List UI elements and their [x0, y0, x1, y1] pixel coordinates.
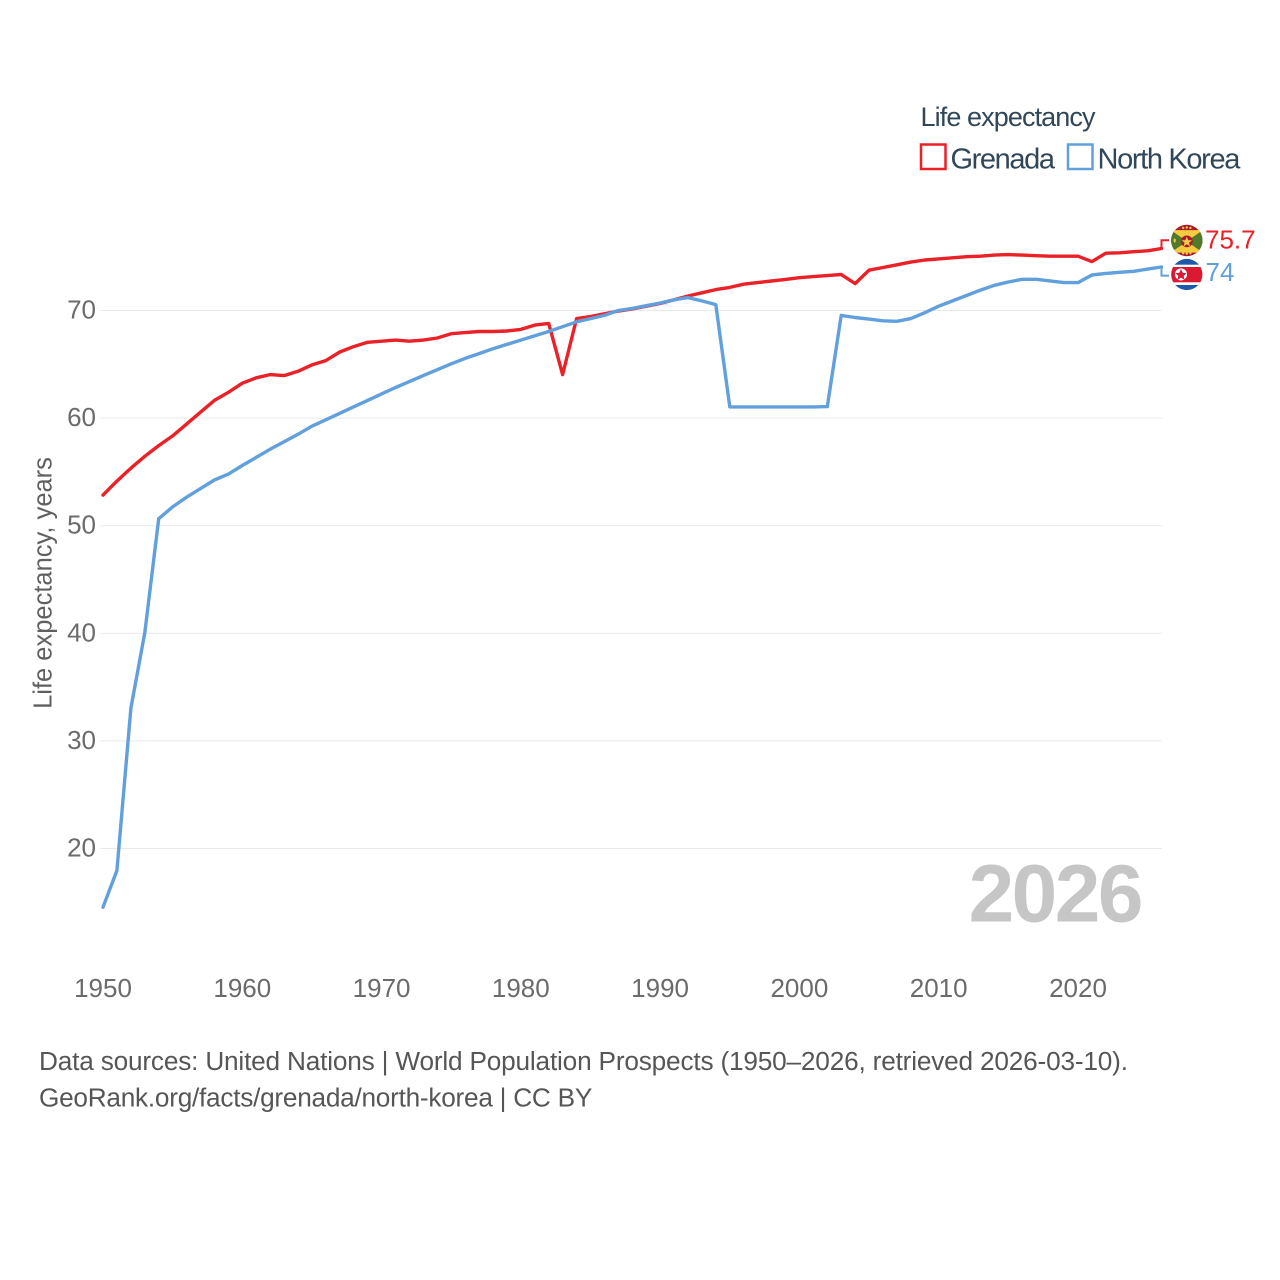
svg-text:Life expectancy, years: Life expectancy, years: [30, 457, 58, 709]
svg-text:75.7: 75.7: [1205, 224, 1256, 254]
svg-text:1960: 1960: [213, 973, 271, 1003]
svg-text:1950: 1950: [74, 973, 132, 1003]
svg-text:2020: 2020: [1049, 973, 1107, 1003]
svg-text:30: 30: [67, 725, 96, 755]
svg-text:60: 60: [67, 402, 96, 432]
svg-text:1970: 1970: [353, 973, 411, 1003]
svg-text:Life expectancy: Life expectancy: [921, 102, 1097, 132]
svg-text:50: 50: [67, 510, 96, 540]
svg-text:2000: 2000: [770, 973, 828, 1003]
svg-text:Data sources: United Nations |: Data sources: United Nations | World Pop…: [39, 1046, 1128, 1076]
svg-text:40: 40: [67, 617, 96, 647]
svg-text:20: 20: [67, 833, 96, 863]
svg-text:North Korea: North Korea: [1098, 144, 1242, 176]
svg-text:74: 74: [1206, 257, 1235, 287]
svg-text:GeoRank.org/facts/grenada/nort: GeoRank.org/facts/grenada/north-korea | …: [39, 1083, 592, 1113]
svg-text:Grenada: Grenada: [951, 144, 1056, 176]
svg-text:2026: 2026: [969, 849, 1141, 940]
svg-text:2010: 2010: [910, 973, 968, 1003]
svg-text:1980: 1980: [492, 973, 550, 1003]
svg-text:1990: 1990: [631, 973, 689, 1003]
svg-text:70: 70: [67, 295, 96, 325]
